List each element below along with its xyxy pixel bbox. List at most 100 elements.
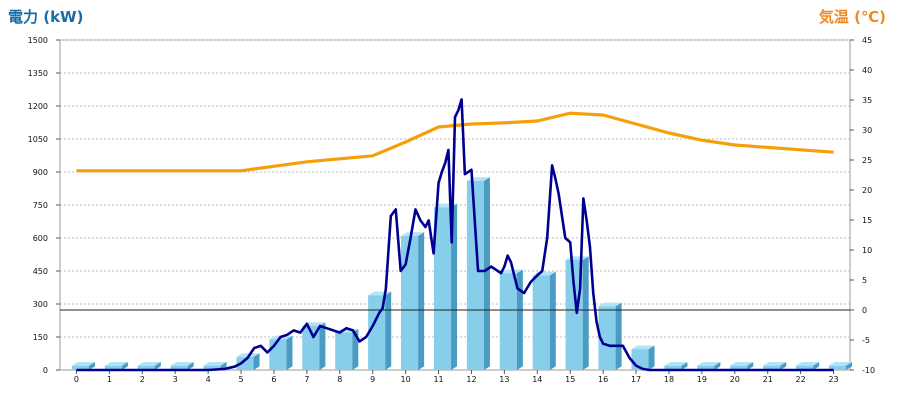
bar-face xyxy=(137,365,155,370)
x-tick-label: 10 xyxy=(401,375,411,384)
bar-side xyxy=(846,362,853,370)
left-tick-label: 750 xyxy=(33,201,48,210)
x-tick-label: 23 xyxy=(828,375,838,384)
bar-face xyxy=(71,365,89,370)
bar-side xyxy=(418,232,425,370)
left-tick-label: 1350 xyxy=(28,69,48,78)
bar-face xyxy=(335,332,353,370)
bar xyxy=(796,362,820,370)
bar-side xyxy=(813,362,820,370)
bar xyxy=(137,362,161,370)
bar-face xyxy=(433,207,452,370)
bar-side xyxy=(187,362,194,370)
bar-face xyxy=(269,339,287,370)
x-tick-label: 18 xyxy=(664,375,674,384)
bar xyxy=(466,177,490,370)
bar-top xyxy=(730,362,754,366)
right-tick-label: 15 xyxy=(862,216,872,225)
right-tick-label: 20 xyxy=(862,186,872,195)
bar-top xyxy=(236,353,260,357)
bar-top xyxy=(401,232,425,236)
x-tick-label: 19 xyxy=(697,375,707,384)
bar xyxy=(664,362,688,370)
bar xyxy=(433,203,458,370)
bar-face xyxy=(499,273,517,370)
bar-face xyxy=(368,295,386,370)
bar xyxy=(499,269,523,370)
x-tick-label: 4 xyxy=(206,375,211,384)
bar-face xyxy=(730,365,748,370)
bar-face xyxy=(763,365,781,370)
left-tick-label: 900 xyxy=(33,168,48,177)
bar-face xyxy=(697,365,715,370)
bar-face xyxy=(532,275,550,370)
bar-side xyxy=(582,256,589,370)
bar xyxy=(302,322,326,370)
bar-face xyxy=(598,306,616,370)
bar xyxy=(236,353,260,370)
bar xyxy=(828,362,853,370)
bar-side xyxy=(516,269,523,370)
temperature-line xyxy=(76,111,834,173)
right-tick-label: 10 xyxy=(862,246,872,255)
right-tick-label: 5 xyxy=(862,276,867,285)
left-tick-label: 300 xyxy=(33,300,48,309)
bar-top xyxy=(170,362,194,366)
x-tick-label: 5 xyxy=(238,375,243,384)
bar-face xyxy=(664,365,682,370)
left-tick-label: 1500 xyxy=(28,36,48,45)
bar-side xyxy=(681,362,688,370)
bar-top xyxy=(796,362,820,366)
bar-side xyxy=(780,362,787,370)
bar-side xyxy=(483,177,490,370)
bar-side xyxy=(319,322,326,370)
bar-side xyxy=(121,362,128,370)
bar xyxy=(104,362,128,370)
bar-top xyxy=(104,362,128,366)
bar-side xyxy=(385,291,392,370)
bar-top xyxy=(499,269,523,274)
right-tick-label: -10 xyxy=(862,366,875,375)
bar-face xyxy=(828,365,847,370)
bar xyxy=(71,362,95,370)
bar-top xyxy=(631,345,655,350)
x-tick-label: 1 xyxy=(107,375,112,384)
left-tick-label: 1050 xyxy=(28,135,48,144)
bar-top xyxy=(598,302,622,307)
right-tick-label: -5 xyxy=(862,336,870,345)
x-tick-label: 6 xyxy=(271,375,276,384)
bar-top xyxy=(137,362,161,366)
bar-side xyxy=(451,203,458,370)
x-tick-label: 7 xyxy=(304,375,309,384)
bar-side xyxy=(615,302,622,370)
x-tick-label: 15 xyxy=(565,375,575,384)
right-tick-label: 45 xyxy=(862,36,872,45)
bar-top xyxy=(664,362,688,366)
right-tick-label: 0 xyxy=(862,306,867,315)
x-tick-label: 12 xyxy=(466,375,476,384)
bar-side xyxy=(549,271,556,370)
bar-top xyxy=(203,362,227,366)
x-tick-label: 0 xyxy=(74,375,79,384)
bar xyxy=(631,345,655,370)
bar-top xyxy=(763,362,787,366)
bar xyxy=(401,232,425,370)
bar-face xyxy=(401,235,419,370)
bar xyxy=(598,302,622,370)
bar-face xyxy=(104,365,122,370)
bar xyxy=(697,362,721,370)
right-tick-label: 35 xyxy=(862,96,872,105)
x-tick-label: 22 xyxy=(796,375,806,384)
bar xyxy=(170,362,194,370)
bar-side xyxy=(88,362,95,370)
left-tick-label: 600 xyxy=(33,234,48,243)
x-tick-label: 20 xyxy=(730,375,740,384)
left-tick-label: 450 xyxy=(33,267,48,276)
x-tick-label: 9 xyxy=(370,375,375,384)
x-tick-label: 14 xyxy=(532,375,542,384)
x-tick-label: 16 xyxy=(598,375,608,384)
bar xyxy=(730,362,754,370)
bar-face xyxy=(170,365,188,370)
bar-face xyxy=(203,365,221,370)
x-tick-label: 21 xyxy=(763,375,773,384)
